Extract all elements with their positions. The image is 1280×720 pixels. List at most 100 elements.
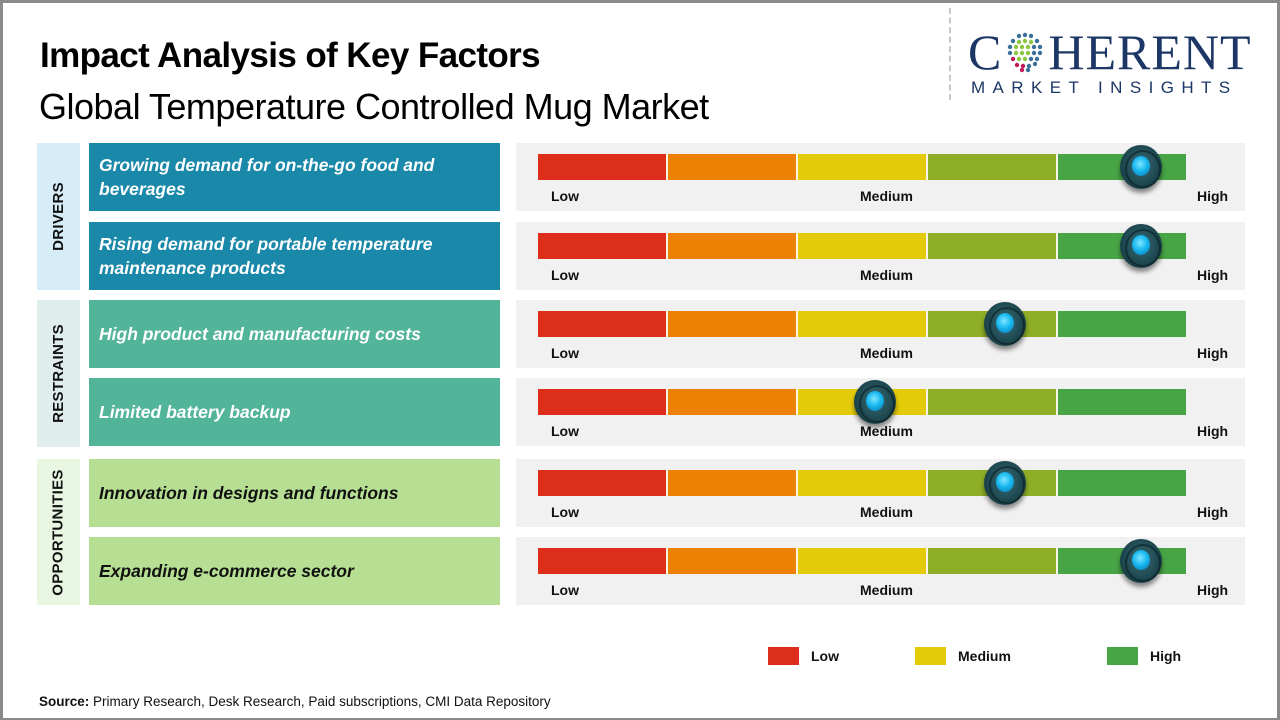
source-text: Primary Research, Desk Research, Paid su… bbox=[89, 694, 551, 709]
scale-label-low: Low bbox=[551, 188, 579, 204]
impact-marker-knob bbox=[1119, 145, 1162, 189]
gauge-segment-1 bbox=[538, 311, 668, 337]
factor-label: Innovation in designs and functions bbox=[89, 459, 500, 527]
scale-label-high: High bbox=[1197, 504, 1229, 520]
category-band-drivers: DRIVERS bbox=[37, 143, 80, 290]
globe-dot bbox=[1014, 50, 1019, 56]
logo-tagline: MARKET INSIGHTS bbox=[971, 78, 1238, 97]
globe-dot bbox=[1011, 56, 1016, 62]
gauge-segment-2 bbox=[668, 311, 798, 337]
globe-dot bbox=[1011, 38, 1016, 44]
globe-dot bbox=[1029, 39, 1034, 45]
category-band-restraints: RESTRAINTS bbox=[37, 300, 80, 447]
globe-dot bbox=[1023, 38, 1028, 44]
dotted-globe-icon bbox=[1008, 32, 1043, 73]
scale-label-low: Low bbox=[551, 504, 579, 520]
gauge-segment-4 bbox=[928, 548, 1058, 574]
globe-dot bbox=[1021, 63, 1026, 69]
globe-dot bbox=[1023, 32, 1028, 38]
scale-label-medium: Medium bbox=[860, 504, 913, 520]
gauge-segment-3 bbox=[798, 470, 928, 496]
gauge-segment-3 bbox=[798, 311, 928, 337]
globe-dot bbox=[1023, 56, 1028, 62]
legend-swatch bbox=[768, 647, 799, 665]
factor-label: Limited battery backup bbox=[89, 378, 500, 446]
legend-label: Medium bbox=[958, 648, 1011, 664]
category-label: OPPORTUNITIES bbox=[50, 468, 68, 596]
legend-item-high: High bbox=[1107, 647, 1181, 665]
gauge-bar bbox=[538, 548, 1186, 574]
gauge-segment-1 bbox=[538, 470, 668, 496]
impact-gauge: Low Medium High bbox=[516, 537, 1245, 605]
logo-brand-rest: HERENT bbox=[1048, 24, 1252, 80]
scale-label-medium: Medium bbox=[860, 188, 913, 204]
gauge-segment-3 bbox=[798, 548, 928, 574]
gauge-segment-4 bbox=[928, 154, 1058, 180]
globe-dot bbox=[1020, 67, 1025, 73]
logo-letter-c: C bbox=[968, 24, 1003, 80]
scale-label-low: Low bbox=[551, 267, 579, 283]
impact-marker-knob bbox=[983, 461, 1026, 505]
gauge-bar bbox=[538, 233, 1186, 259]
globe-dot bbox=[1027, 63, 1032, 69]
globe-dot bbox=[1029, 33, 1034, 39]
gauge-segment-2 bbox=[668, 548, 798, 574]
legend-item-medium: Medium bbox=[915, 647, 1011, 665]
globe-dot bbox=[1029, 56, 1034, 62]
impact-gauge: Low Medium High bbox=[516, 143, 1245, 211]
scale-label-medium: Medium bbox=[860, 582, 913, 598]
scale-label-high: High bbox=[1197, 423, 1229, 439]
scale-label-high: High bbox=[1197, 267, 1229, 283]
category-band-opportunities: OPPORTUNITIES bbox=[37, 459, 80, 605]
gauge-segment-1 bbox=[538, 154, 668, 180]
globe-dot bbox=[1014, 44, 1019, 50]
legend-swatch bbox=[915, 647, 946, 665]
gauge-segment-3 bbox=[798, 154, 928, 180]
impact-marker-knob bbox=[1119, 539, 1162, 583]
gauge-segment-3 bbox=[798, 233, 928, 259]
gauge-segment-4 bbox=[928, 389, 1058, 415]
source-label: Source: bbox=[39, 694, 90, 709]
gauge-bar bbox=[538, 470, 1186, 496]
globe-dot bbox=[1015, 62, 1020, 68]
globe-dot bbox=[1035, 38, 1040, 44]
legend-item-low: Low bbox=[768, 647, 839, 665]
globe-dot bbox=[1035, 56, 1040, 62]
page-subtitle: Global Temperature Controlled Mug Market bbox=[39, 86, 709, 127]
scale-label-high: High bbox=[1197, 582, 1229, 598]
gauge-segment-2 bbox=[668, 233, 798, 259]
factor-label: Rising demand for portable temperature m… bbox=[89, 222, 500, 290]
gauge-segment-2 bbox=[668, 389, 798, 415]
scale-label-low: Low bbox=[551, 582, 579, 598]
legend-label: High bbox=[1150, 648, 1182, 664]
gauge-segment-1 bbox=[538, 548, 668, 574]
category-label: DRIVERS bbox=[50, 182, 67, 251]
gauge-segment-5 bbox=[1058, 470, 1186, 496]
impact-marker-knob bbox=[1119, 224, 1162, 268]
impact-marker-knob bbox=[983, 302, 1026, 346]
scale-label-high: High bbox=[1197, 345, 1229, 361]
scale-label-high: High bbox=[1197, 188, 1229, 204]
scale-label-low: Low bbox=[551, 345, 579, 361]
factor-label: Expanding e-commerce sector bbox=[89, 537, 500, 605]
gauge-segment-1 bbox=[538, 233, 668, 259]
gauge-bar bbox=[538, 311, 1186, 337]
globe-dot bbox=[1008, 44, 1013, 50]
globe-dot bbox=[1017, 33, 1022, 39]
source-note: Source: Primary Research, Desk Research,… bbox=[39, 694, 551, 709]
impact-marker-knob bbox=[853, 380, 896, 424]
brand-logo: C HERENT MARKET INSIGHTS bbox=[968, 24, 1268, 98]
gauge-segment-4 bbox=[928, 233, 1058, 259]
globe-dot bbox=[1032, 44, 1037, 50]
logo-divider bbox=[949, 8, 951, 100]
impact-gauge: Low Medium High bbox=[516, 300, 1245, 368]
globe-dot bbox=[1026, 67, 1031, 73]
gauge-segment-1 bbox=[538, 389, 668, 415]
globe-dot bbox=[1008, 50, 1013, 56]
legend-swatch bbox=[1107, 647, 1138, 665]
globe-dot bbox=[1017, 39, 1022, 45]
globe-dot bbox=[1020, 44, 1025, 50]
scale-label-low: Low bbox=[551, 423, 579, 439]
globe-dot bbox=[1032, 50, 1037, 56]
